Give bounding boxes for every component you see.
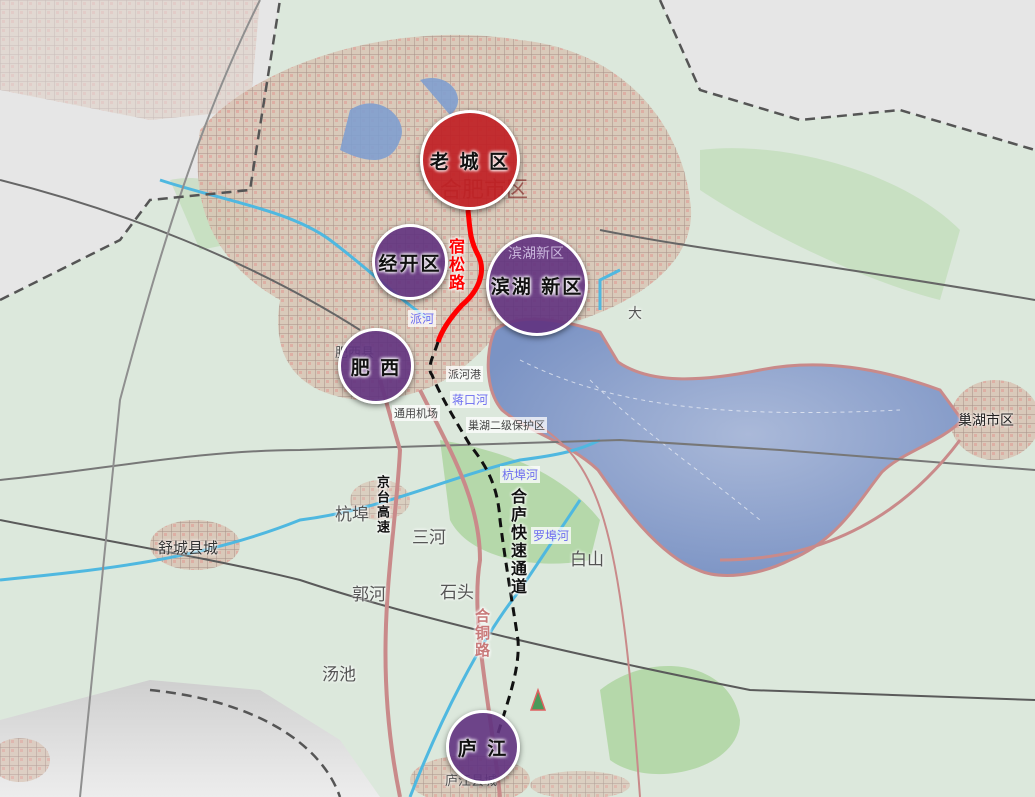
district-lujiang[interactable]: 庐 江 <box>446 710 520 784</box>
reservoir <box>340 78 459 160</box>
district-feixi[interactable]: 肥 西 <box>338 328 414 404</box>
label-shucheng: 舒城县城 <box>158 539 219 557</box>
label-luobu-he: 罗埠河 <box>531 527 572 544</box>
label-guohe: 郭河 <box>352 585 386 605</box>
district-old-city-label: 老 城 区 <box>429 150 511 173</box>
susong-road-route <box>435 209 484 343</box>
district-feixi-label: 肥 西 <box>350 356 402 379</box>
label-tangchi: 汤池 <box>322 665 356 685</box>
label-jiangkou-he: 蒋口河 <box>450 391 491 408</box>
label-binhu-underlay: 滨湖新区 <box>508 246 564 262</box>
label-hetong-road: 合铜路 <box>473 608 491 659</box>
district-binhu[interactable]: 滨湖 新区 <box>486 234 588 336</box>
mountain-area <box>0 680 380 797</box>
label-hangbu: 杭埠 <box>335 505 369 525</box>
district-binhu-label: 滨湖 新区 <box>490 275 584 298</box>
label-chaohu-city: 巢湖市区 <box>958 413 1014 429</box>
helu-expressway-route <box>428 341 520 741</box>
district-lujiang-label: 庐 江 <box>457 737 509 760</box>
label-baishan: 白山 <box>570 550 604 570</box>
lake-boundary-lines <box>519 359 901 521</box>
label-reserve: 巢湖二级保护区 <box>466 417 547 433</box>
district-jingkai[interactable]: 经开区 <box>372 224 448 300</box>
label-jingtai-highway: 京台高速 <box>374 475 389 535</box>
label-shitou: 石头 <box>440 583 474 603</box>
label-helu-expressway: 合庐快速通道 <box>508 488 527 596</box>
label-susong-road: 宿松路 <box>446 238 465 292</box>
mountain-peak-icon <box>529 687 547 711</box>
label-lake: 大 <box>628 306 642 322</box>
district-old-city[interactable]: 老 城 区 <box>420 110 520 210</box>
label-sanhe: 三河 <box>412 528 446 548</box>
label-pai-he: 派河 <box>408 310 437 327</box>
label-paihe-port: 派河港 <box>446 366 483 382</box>
district-jingkai-label: 经开区 <box>378 252 442 275</box>
label-airport: 通用机场 <box>392 405 440 421</box>
label-hangbu-he: 杭埠河 <box>500 466 541 483</box>
